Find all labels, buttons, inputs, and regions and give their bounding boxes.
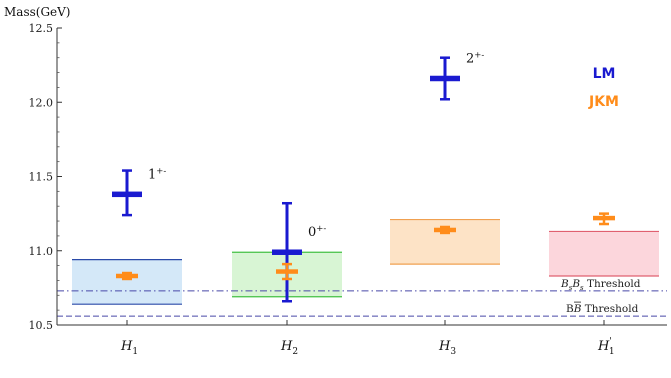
band-0 (72, 259, 182, 305)
x-tick-label-2: H3 (438, 339, 456, 357)
point-jkm-3-marker (593, 215, 615, 221)
point-jkm-0-marker (116, 273, 138, 279)
point-jkm-2-marker (434, 227, 456, 233)
band-3 (549, 231, 659, 276)
point-lm-2-jpc-label: 2+- (466, 50, 484, 66)
legend-label-jkm: JKM (588, 94, 619, 110)
point-lm-2-marker (430, 75, 460, 82)
legend-label-lm: LM (593, 66, 616, 82)
x-tick-label-1: H2 (280, 339, 298, 357)
threshold-label-1: BB Threshold (566, 303, 639, 315)
point-lm-0-marker (112, 191, 142, 198)
point-lm-1-jpc-label: 0+- (308, 224, 326, 240)
point-lm-0-jpc-label: 1+- (148, 166, 166, 182)
y-axis-title: Mass(GeV) (4, 5, 70, 19)
point-lm-1-marker (272, 249, 302, 255)
y-tick-label-3: 12.0 (29, 96, 54, 109)
threshold-label-0: BsBs Threshold (560, 278, 641, 292)
x-tick-label-3: H' 1 (597, 337, 615, 357)
y-tick-label-1: 11.0 (29, 245, 54, 258)
y-tick-label-2: 11.5 (29, 171, 54, 184)
y-tick-label-0: 10.5 (29, 319, 54, 332)
point-jkm-1-marker (276, 269, 298, 274)
x-tick-label-0: H1 (120, 339, 138, 357)
y-tick-label-4: 12.5 (29, 22, 54, 35)
